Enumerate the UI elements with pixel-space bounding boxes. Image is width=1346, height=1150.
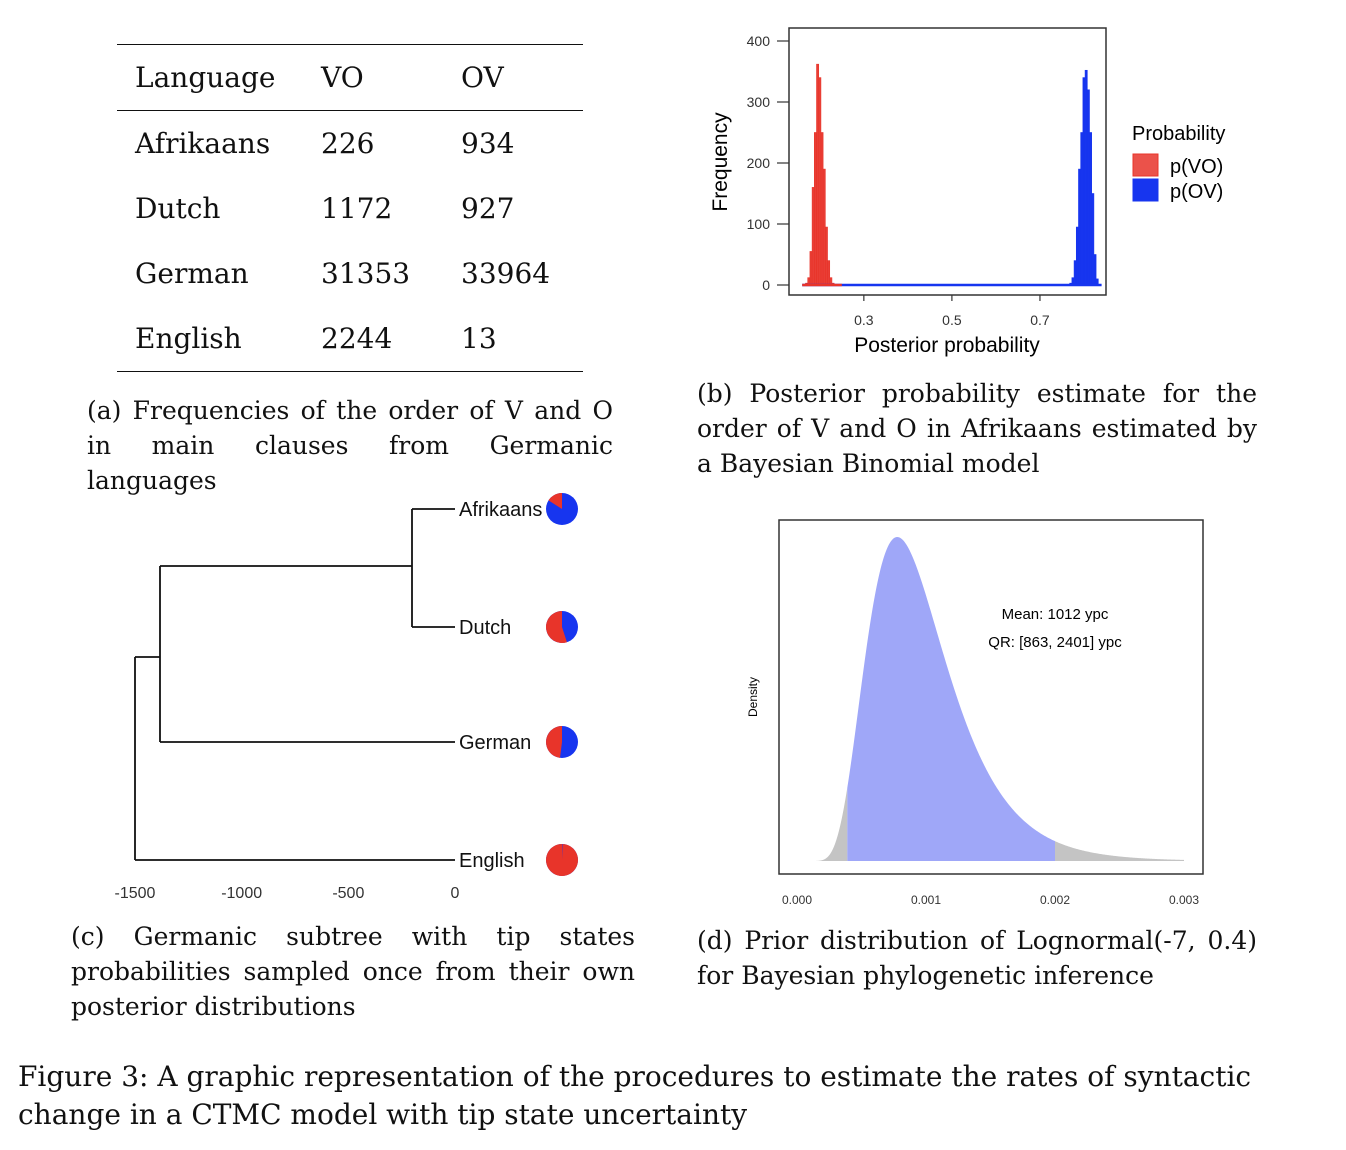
prior-density-plot: Mean: 1012 ypc QR: [863, 2401] ypc Densi… [746,519,1204,907]
pie-slice-vo [548,493,562,509]
x-axis-label: Posterior probability [854,334,1040,357]
legend-label-vo: p(VO) [1170,156,1223,178]
x-tick-label: 0.000 [782,893,812,907]
cell-ov: 934 [461,127,515,160]
frequency-table-grid: Language VO OV Afrikaans 226 934 Dutch 1… [117,44,583,372]
x-tick-label: -1000 [221,885,262,902]
table-row: Dutch 1172 927 [117,176,583,241]
density-area [816,536,1184,861]
cell-ov: 927 [461,192,515,225]
x-tick-label: -500 [332,885,364,902]
caption-d: (d) Prior distribution of Lognormal(-7, … [697,926,1257,990]
legend-swatch-ov [1132,178,1159,202]
header-vo: VO [321,61,364,94]
pie-slice-vo [546,611,567,643]
histogram-bars [802,63,1102,287]
tip-pie [546,493,578,525]
caption-c: (c) Germanic subtree with tip states pro… [71,922,635,1021]
x-tick-label: 0.3 [854,312,874,328]
x-axis: 0.000 0.001 0.002 0.003 [782,893,1199,907]
cell-language: Afrikaans [135,127,271,160]
tip-pie [546,611,578,643]
caption-b: (b) Posterior probability estimate for t… [697,379,1257,478]
cell-language: English [135,322,242,355]
cell-vo: 226 [321,127,375,160]
tip-pie [545,726,578,758]
x-tick-label: 0.001 [911,893,941,907]
cell-language: German [135,257,249,290]
legend-label-ov: p(OV) [1170,181,1223,203]
frequency-table: Language VO OV Afrikaans 226 934 Dutch 1… [117,44,583,372]
y-tick-label: 200 [747,155,771,171]
legend-swatch-vo [1132,153,1159,177]
annotation-mean: Mean: 1012 ypc [1002,606,1109,623]
pie-slice-vo [545,844,578,876]
x-tick-label: 0 [451,885,460,902]
header-ov: OV [461,61,504,94]
x-tick-label: 0.002 [1040,893,1070,907]
x-tick-label: 0.003 [1169,893,1199,907]
legend: Probability p(VO) p(OV) [1132,123,1225,203]
y-axis-label: Frequency [709,112,732,212]
cell-ov: 33964 [461,257,551,290]
right-tail-area [1055,841,1184,861]
cell-vo: 2244 [321,322,393,355]
table-header-row: Language VO OV [117,44,583,111]
y-axis: 0 100 200 300 400 [747,33,789,293]
left-tail-area [816,787,848,861]
y-tick-label: 0 [762,277,770,293]
annotation-qr: QR: [863, 2401] ypc [988,634,1122,651]
plot-frame [778,519,1204,875]
plot-frame [788,27,1107,296]
table-row: German 31353 33964 [117,241,583,306]
cell-language: Dutch [135,192,221,225]
table-row: English 2244 13 [117,306,583,372]
tip-label: Dutch [459,617,511,639]
cell-vo: 1172 [321,192,393,225]
x-axis: 0.3 0.5 0.7 [854,295,1050,328]
cell-vo: 31353 [321,257,411,290]
x-tick-label: 0.5 [942,312,962,328]
figure-caption: Figure 3: A graphic representation of th… [18,1060,1252,1131]
tree-branches [134,508,455,861]
x-tick-label: -1500 [115,885,156,902]
pie-slice-vo [545,726,562,758]
y-tick-label: 300 [747,94,771,110]
x-tick-label: 0.7 [1030,312,1050,328]
caption-a: (a) Frequencies of the order of V and O … [87,396,613,495]
inner-interval-area [847,536,1055,861]
y-tick-label: 400 [747,33,771,49]
posterior-histogram: 0.3 0.5 0.7 0 100 200 300 400 Posterior probab… [709,27,1225,357]
germanic-subtree: Afrikaans Dutch German English -1500 -1000 -5… [115,493,578,902]
tip-state-pies [545,493,578,876]
table-row: Afrikaans 226 934 [117,111,583,177]
time-axis: -1500 -1000 -500 0 [115,885,460,902]
y-axis-label: Density [746,677,760,717]
tip-labels: Afrikaans Dutch German English [459,499,542,872]
legend-title: Probability [1132,123,1225,145]
y-tick-label: 100 [747,216,771,232]
tip-pie [545,844,578,876]
cell-ov: 13 [461,322,497,355]
tip-label: English [459,850,525,872]
header-language: Language [135,61,276,94]
tip-label: Afrikaans [459,499,542,521]
tip-label: German [459,732,531,754]
